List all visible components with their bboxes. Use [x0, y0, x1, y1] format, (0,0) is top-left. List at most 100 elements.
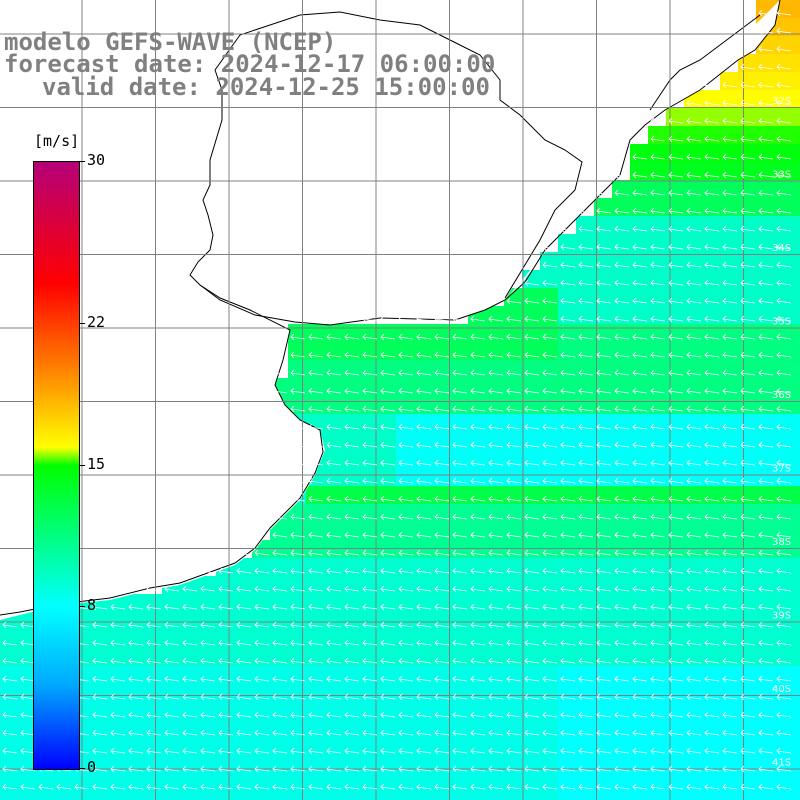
wind-speed-cell: [270, 558, 288, 576]
wind-speed-cell: [702, 396, 720, 414]
wind-arrow: [650, 189, 666, 197]
wind-speed-cell: [486, 666, 504, 684]
wind-speed-cell: [792, 198, 800, 216]
wind-arrow: [200, 729, 216, 737]
wind-arrow: [614, 729, 630, 737]
wind-arrow: [452, 567, 468, 575]
wind-speed-cell: [558, 486, 576, 504]
latitude-label: 41S: [772, 758, 791, 769]
wind-arrow: [416, 369, 432, 377]
wind-arrow: [542, 711, 558, 719]
wind-arrow: [758, 81, 774, 89]
wind-speed-cell: [702, 414, 720, 432]
wind-arrow: [758, 513, 774, 521]
wind-speed-cell: [324, 342, 342, 360]
wind-arrow: [434, 675, 450, 683]
wind-arrow: [398, 513, 414, 521]
wind-speed-cell: [522, 702, 540, 720]
wind-speed-cell: [630, 558, 648, 576]
wind-speed-cell: [450, 396, 468, 414]
wind-speed-cell: [648, 144, 666, 162]
wind-speed-cell: [126, 666, 144, 684]
wind-speed-cell: [630, 648, 648, 666]
wind-arrow: [542, 783, 558, 791]
wind-speed-cell: [684, 738, 702, 756]
wind-arrow: [2, 693, 18, 701]
wind-arrow: [560, 675, 576, 683]
wind-speed-cell: [792, 738, 800, 756]
wind-speed-cell: [684, 288, 702, 306]
wind-speed-cell: [306, 702, 324, 720]
wind-arrow: [542, 567, 558, 575]
wind-arrow: [182, 675, 198, 683]
wind-arrow: [686, 567, 702, 575]
wind-speed-cell: [702, 576, 720, 594]
wind-arrow: [596, 243, 612, 251]
wind-arrow: [488, 711, 504, 719]
wind-speed-cell: [756, 630, 774, 648]
wind-arrow: [668, 171, 684, 179]
wind-speed-cell: [0, 720, 18, 738]
wind-speed-cell: [414, 504, 432, 522]
wind-arrow: [650, 423, 666, 431]
wind-arrow: [398, 657, 414, 665]
wind-arrow: [452, 513, 468, 521]
wind-speed-cell: [360, 702, 378, 720]
wind-speed-cell: [360, 396, 378, 414]
wind-arrow: [416, 333, 432, 341]
wind-speed-cell: [378, 378, 396, 396]
wind-speed-cell: [630, 288, 648, 306]
wind-speed-cell: [324, 684, 342, 702]
wind-speed-cell: [720, 738, 738, 756]
wind-arrow: [362, 351, 378, 359]
wind-arrow: [560, 459, 576, 467]
wind-speed-cell: [666, 684, 684, 702]
wind-arrow: [542, 639, 558, 647]
wind-arrow: [488, 315, 504, 323]
wind-arrow: [758, 333, 774, 341]
wind-speed-cell: [666, 360, 684, 378]
wind-speed-cell: [576, 612, 594, 630]
wind-speed-cell: [522, 360, 540, 378]
wind-arrow: [758, 27, 774, 35]
wind-arrow: [272, 531, 288, 539]
wind-arrow: [524, 567, 540, 575]
wind-arrow: [686, 585, 702, 593]
wind-speed-cell: [450, 414, 468, 432]
wind-arrow: [542, 333, 558, 341]
wind-arrow: [380, 675, 396, 683]
wind-speed-cell: [702, 324, 720, 342]
wind-arrow: [506, 783, 522, 791]
colorbar-tick-label: 15: [87, 454, 106, 473]
wind-arrow: [128, 603, 144, 611]
wind-arrow: [200, 603, 216, 611]
wind-speed-cell: [648, 288, 666, 306]
wind-speed-cell: [558, 558, 576, 576]
wind-arrow: [362, 567, 378, 575]
wind-arrow: [596, 567, 612, 575]
wind-speed-cell: [288, 792, 306, 800]
wind-speed-cell: [504, 756, 522, 774]
wind-speed-cell: [540, 486, 558, 504]
wind-arrow: [290, 675, 306, 683]
wind-speed-cell: [792, 270, 800, 288]
wind-arrow: [434, 729, 450, 737]
wind-speed-cell: [504, 792, 522, 800]
wind-arrow: [470, 585, 486, 593]
wind-arrow: [344, 459, 360, 467]
wind-arrow: [722, 261, 738, 269]
wind-arrow: [524, 531, 540, 539]
wind-speed-cell: [774, 630, 792, 648]
wind-speed-cell: [324, 792, 342, 800]
wind-arrow: [686, 297, 702, 305]
wind-arrow: [20, 639, 36, 647]
wind-speed-cell: [540, 450, 558, 468]
wind-arrow: [776, 333, 792, 341]
wind-arrow: [596, 207, 612, 215]
wind-speed-cell: [144, 720, 162, 738]
wind-arrow: [272, 477, 288, 485]
wind-arrow: [668, 747, 684, 755]
wind-speed-cell: [468, 522, 486, 540]
wind-speed-cell: [756, 360, 774, 378]
wind-speed-cell: [486, 468, 504, 486]
